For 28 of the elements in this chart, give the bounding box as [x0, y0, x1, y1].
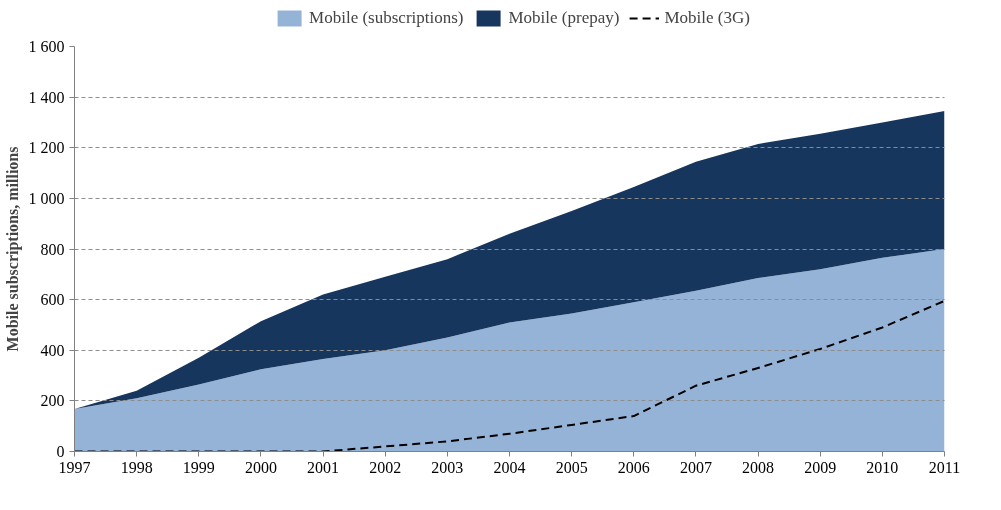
legend-label: Mobile (3G): [664, 8, 750, 28]
x-tick-label: 2007: [679, 458, 712, 476]
x-tick-label: 2001: [307, 458, 340, 476]
x-tick-label: 2004: [493, 458, 526, 476]
y-axis-title: Mobile subscriptions, millions: [3, 146, 22, 352]
y-tick-label: 1 400: [28, 88, 65, 106]
x-tick-label: 2003: [431, 458, 464, 476]
y-tick-label: 600: [40, 291, 65, 309]
x-tick-label: 1997: [58, 458, 91, 476]
x-tick-label: 2005: [555, 458, 588, 476]
x-tick-label: 2000: [244, 458, 277, 476]
y-tick-label: 400: [40, 341, 65, 359]
x-tick-label: 2011: [928, 458, 961, 476]
x-tick-label: 1998: [120, 458, 153, 476]
x-tick-label: 2009: [804, 458, 837, 476]
x-tick-label: 2010: [866, 458, 899, 476]
y-tick-label: 1 000: [28, 189, 65, 207]
x-tick-label: 1999: [182, 458, 215, 476]
x-tick-label: 2008: [742, 458, 775, 476]
x-tick-label: 2002: [369, 458, 402, 476]
y-tick-label: 0: [56, 443, 65, 460]
x-tick-label: 2006: [617, 458, 650, 476]
legend-label: Mobile (prepay): [508, 8, 620, 28]
y-tick-label: 1 200: [28, 139, 65, 157]
y-tick-label: 800: [40, 240, 65, 258]
y-tick-label: 200: [40, 392, 65, 410]
legend-label: Mobile (subscriptions): [309, 8, 464, 28]
y-tick-label: 1 600: [28, 38, 65, 55]
